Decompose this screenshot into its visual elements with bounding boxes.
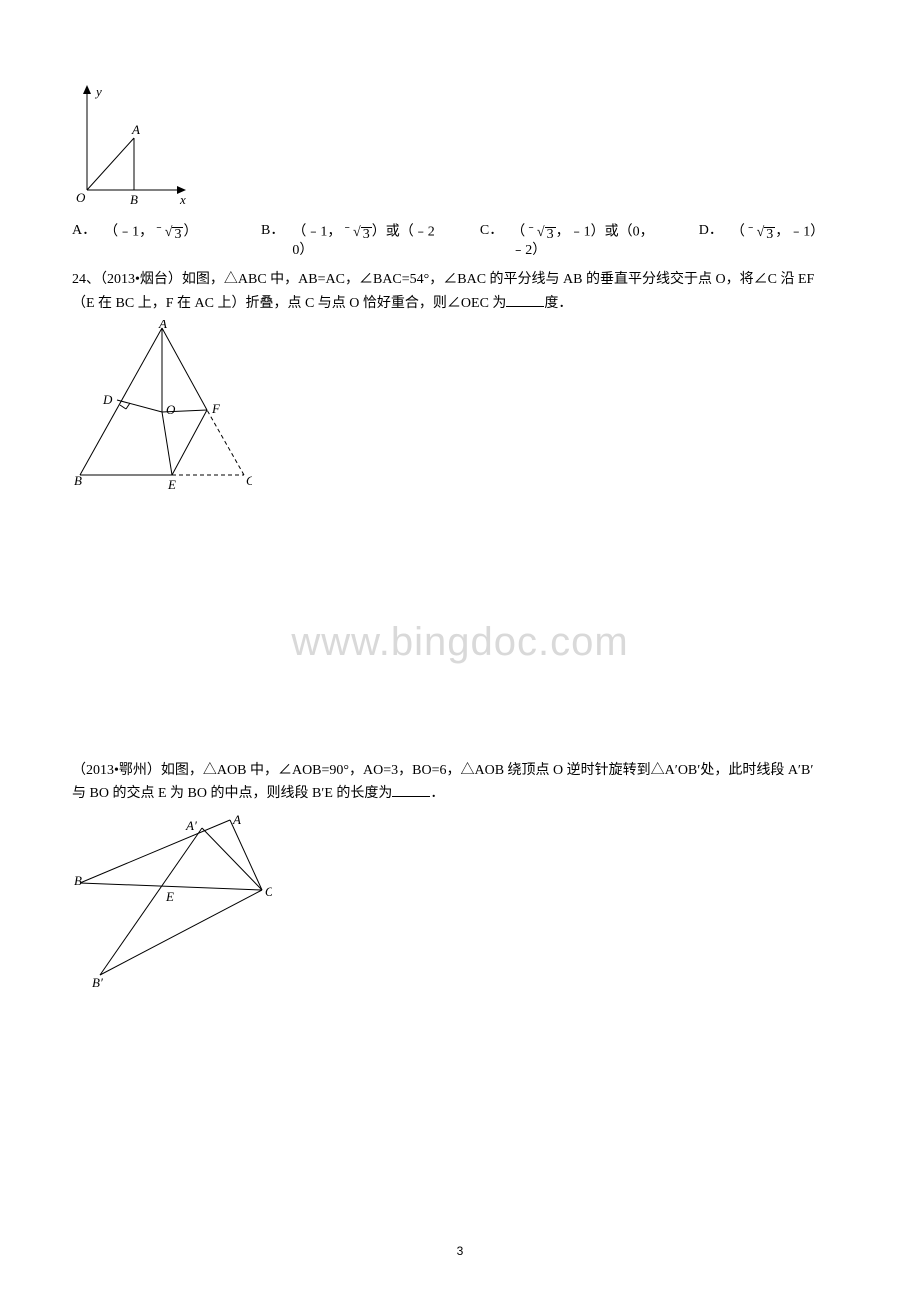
svg-text:x: x	[179, 192, 186, 207]
choice-b-text: （﹣1，﹣√3）或（﹣20）	[292, 219, 434, 260]
choice-b-letter: B．	[261, 219, 284, 239]
svg-text:E: E	[165, 889, 174, 904]
figure3-svg: A A′ O B E B′	[72, 810, 272, 990]
svg-text:B′: B′	[92, 975, 103, 990]
svg-text:O: O	[265, 884, 272, 899]
svg-text:y: y	[94, 84, 102, 99]
svg-text:B: B	[74, 473, 82, 488]
svg-text:B: B	[130, 192, 138, 207]
figure-triangle-abc: A B C D O E F	[72, 320, 848, 495]
svg-text:O: O	[76, 190, 86, 205]
svg-text:B: B	[74, 873, 82, 888]
blank-fill	[506, 293, 544, 307]
svg-text:D: D	[102, 392, 113, 407]
answer-choices: A． （﹣1，﹣√3） B． （﹣1，﹣√3）或（﹣20） C． （﹣√3，﹣1…	[72, 219, 848, 260]
choice-a-letter: A．	[72, 219, 96, 239]
svg-text:C: C	[246, 473, 252, 488]
choice-d-letter: D．	[699, 219, 723, 239]
choice-c-text: （﹣√3，﹣1）或（0，﹣2）	[511, 219, 653, 260]
svg-text:A: A	[158, 320, 167, 331]
svg-text:A: A	[131, 122, 140, 137]
svg-text:O: O	[166, 402, 176, 417]
figure-rotation-aob: A A′ O B E B′	[72, 810, 848, 995]
svg-text:F: F	[211, 401, 221, 416]
svg-text:E: E	[167, 477, 176, 490]
blank-fill	[392, 783, 430, 797]
svg-text:A: A	[232, 812, 241, 827]
page-number: 3	[0, 1244, 920, 1258]
figure-coordinate-axes: y x O A B	[72, 80, 848, 215]
choice-a-text: （﹣1，﹣√3）	[104, 219, 197, 242]
svg-text:A′: A′	[185, 818, 197, 833]
figure1-svg: y x O A B	[72, 80, 192, 210]
figure2-svg: A B C D O E F	[72, 320, 252, 490]
problem-25-text: （2013•鄂州）如图，△AOB 中，∠AOB=90°，AO=3，BO=6，△A…	[72, 759, 848, 807]
problem-24-text: 24、（2013•烟台）如图，△ABC 中，AB=AC，∠BAC=54°，∠BA…	[72, 268, 848, 316]
choice-d-text: （﹣√3，﹣1）	[731, 219, 824, 242]
choice-c-letter: C．	[480, 219, 503, 239]
